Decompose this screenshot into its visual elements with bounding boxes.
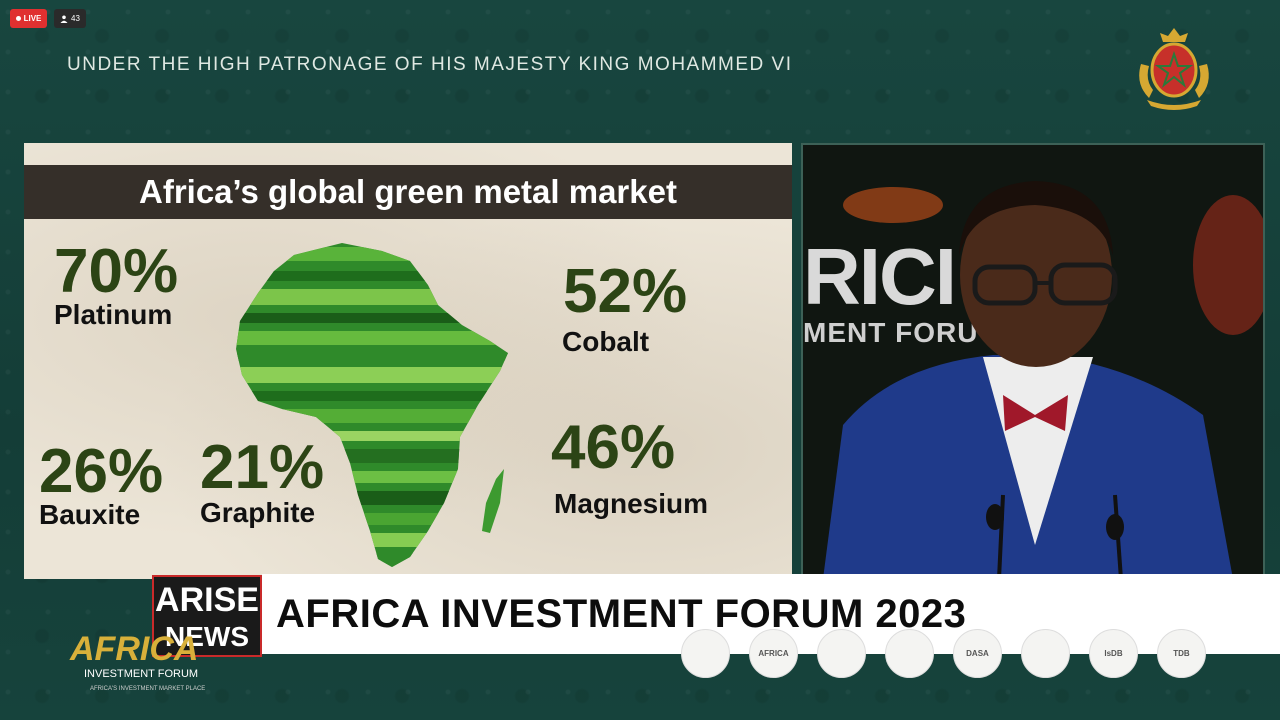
partner-logo-7: IsDB [1089, 629, 1138, 678]
royal-emblem-icon [1139, 28, 1209, 110]
stat-bauxite-pct: 26% [39, 437, 164, 506]
live-dot-icon [15, 16, 21, 21]
partner-logo-3 [817, 629, 866, 678]
stat-graphite-pct: 21% [200, 433, 325, 502]
stat-bauxite-label: Bauxite [39, 499, 141, 530]
live-badge: LIVE [10, 9, 47, 28]
arise-news-logo: ARISE NEWS [152, 575, 262, 657]
lower-third-title: AFRICA INVESTMENT FORUM 2023 [276, 592, 967, 636]
partner-logo-8: TDB [1157, 629, 1206, 678]
viewer-count: 43 [71, 14, 80, 23]
slide-title: Africa’s global green metal market [24, 165, 792, 219]
partner-logos: AFRICA DASA IsDB TDB [681, 629, 1206, 678]
speaker-video-feed: RICI MENT FORU [801, 143, 1265, 577]
stat-cobalt-label: Cobalt [562, 326, 650, 357]
stat-graphite-label: Graphite [200, 497, 316, 528]
backdrop-subtext: MENT FORU [803, 317, 979, 348]
partner-logo-5: DASA [953, 629, 1002, 678]
brand-top: ARISE [155, 581, 259, 619]
partner-logo-2: AFRICA [749, 629, 798, 678]
africa-map-icon [236, 243, 508, 567]
live-label: LIVE [23, 14, 42, 23]
stat-cobalt-pct: 52% [563, 257, 688, 326]
stat-magnesium-pct: 46% [551, 413, 676, 482]
partner-logo-4 [885, 629, 934, 678]
patronage-banner: UNDER THE HIGH PATRONAGE OF HIS MAJESTY … [67, 54, 793, 75]
speaker-figure [823, 181, 1263, 575]
stat-platinum-pct: 70% [54, 237, 179, 306]
stat-platinum-label: Platinum [54, 299, 173, 330]
partner-logo-6 [1021, 629, 1070, 678]
forum-logo-tagline: AFRICA'S INVESTMENT MARKET PLACE [90, 686, 206, 692]
partner-logo-1 [681, 629, 730, 678]
viewer-count-badge: 43 [54, 9, 86, 28]
forum-logo-name: AFRICA [70, 630, 199, 668]
person-icon [60, 15, 68, 23]
forum-logo-subtitle: INVESTMENT FORUM [84, 668, 199, 680]
brand-bottom: NEWS [165, 621, 249, 652]
stat-magnesium-label: Magnesium [554, 488, 709, 519]
presentation-slide: Africa’s global green metal market 70% P… [24, 143, 792, 579]
backdrop-text: RICI [803, 232, 957, 321]
africa-investment-forum-logo: AFRICA INVESTMENT FORUM AFRICA'S INVESTM… [70, 630, 260, 706]
